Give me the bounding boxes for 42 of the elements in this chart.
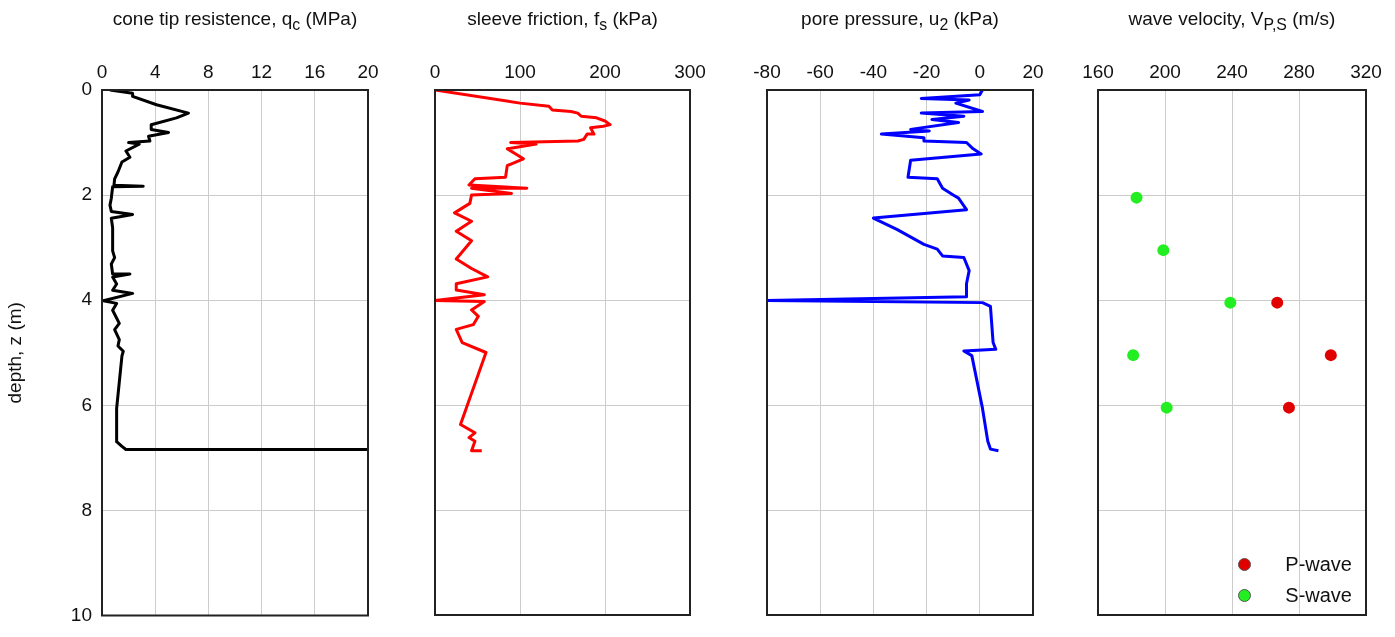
x-tick-label: 240 <box>1216 60 1248 82</box>
x-tick-label: 20 <box>357 60 379 82</box>
x-tick-label: -20 <box>912 60 941 82</box>
x-tick-label: 100 <box>504 60 536 82</box>
x-tick-label: -60 <box>806 60 834 82</box>
x-tick-label: -40 <box>859 60 888 82</box>
x-tick-label: 4 <box>149 60 161 82</box>
y-tick-label: 2 <box>81 183 92 205</box>
x-tick-label: 160 <box>1082 60 1114 82</box>
x-axis-title: cone tip resistence, q$_{c}$ (MPa) <box>112 8 358 34</box>
point <box>1130 191 1143 204</box>
x-tick-label: 320 <box>1350 60 1382 82</box>
legend-label: P-wave <box>1285 553 1352 576</box>
y-tick-label: 4 <box>81 288 93 310</box>
point <box>1271 296 1284 309</box>
x-tick-label: 200 <box>589 60 621 82</box>
x-tick-label: 0 <box>96 60 108 82</box>
y-tick-label: 0 <box>81 78 92 100</box>
legend-label: S-wave <box>1285 584 1352 607</box>
point <box>1157 244 1170 257</box>
x-axis-title: sleeve friction, f$_{s}$ (kPa) <box>467 8 658 34</box>
x-tick-label: 0 <box>429 60 441 82</box>
y-axis-title: depth, z (m) <box>3 302 25 404</box>
x-tick-label: 300 <box>674 60 706 82</box>
y-tick-label: 10 <box>70 603 92 625</box>
x-tick-label: 200 <box>1149 60 1181 82</box>
x-tick-label: -80 <box>753 60 781 82</box>
point <box>1224 296 1237 309</box>
point <box>1324 349 1337 362</box>
x-axis-title: wave velocity, V$_{P,S}$ (m/s) <box>1128 8 1336 34</box>
point <box>1160 401 1173 414</box>
x-tick-label: 8 <box>203 60 214 82</box>
x-axis-title: pore pressure, u$_{2}$ (kPa) <box>801 8 999 34</box>
y-tick-label: 6 <box>81 393 92 415</box>
y-tick-label: 8 <box>81 498 92 520</box>
point <box>1282 401 1295 414</box>
x-tick-label: 16 <box>304 60 326 82</box>
point <box>1127 349 1140 362</box>
x-tick-label: 12 <box>251 60 273 82</box>
x-tick-label: 0 <box>974 60 986 82</box>
x-tick-label: 20 <box>1022 60 1044 82</box>
x-tick-label: 280 <box>1283 60 1315 82</box>
